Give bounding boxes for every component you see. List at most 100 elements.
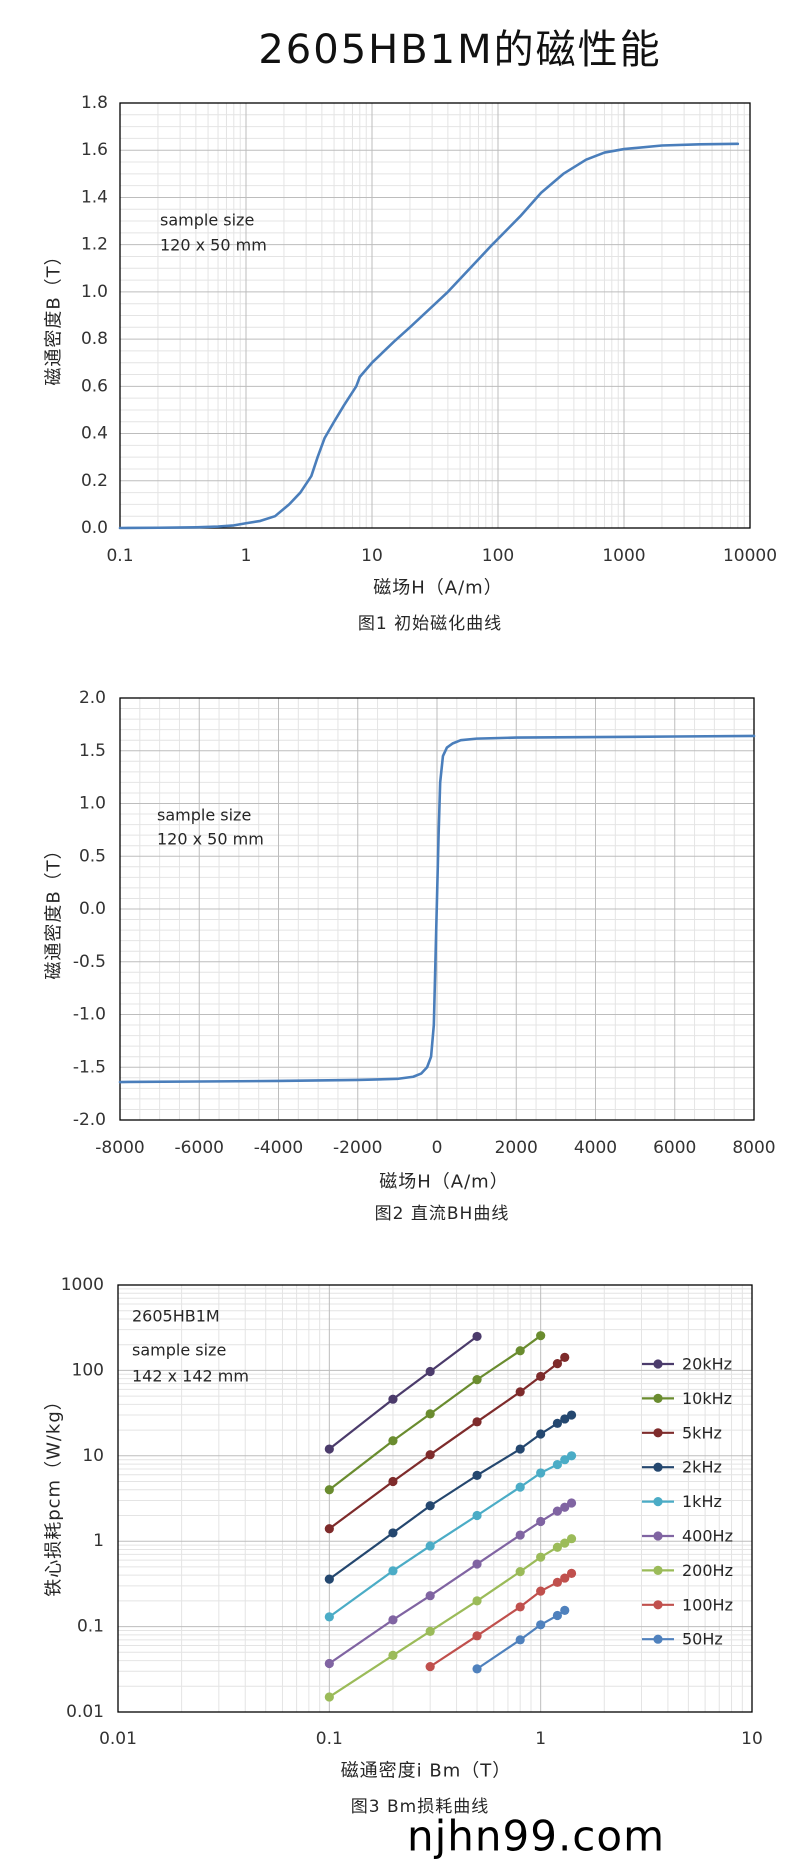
- x-tick-label: 4000: [574, 1138, 617, 1158]
- legend-marker: [653, 1531, 663, 1541]
- x-tick-label: 8000: [732, 1138, 775, 1158]
- data-point: [425, 1450, 435, 1460]
- x-tick-label: 10: [741, 1729, 763, 1749]
- legend-label: 2kHz: [682, 1458, 722, 1477]
- plot-area: 0.01 0.1 1 10 0.01 0.1 1 10 100 1000 20kHz 10kHz 5kH…: [61, 1275, 763, 1749]
- legend-label: 1kHz: [682, 1492, 722, 1511]
- y-tick-label: 2.0: [79, 688, 106, 708]
- series-group: [118, 734, 756, 1084]
- legend-marker: [653, 1462, 663, 1472]
- x-axis-title: 磁场H（A/m）: [379, 1172, 508, 1193]
- y-axis-title: 铁心损耗pcm（W/kg）: [44, 1391, 65, 1597]
- x-tick-label: 6000: [653, 1138, 696, 1158]
- legend-marker: [653, 1359, 663, 1369]
- data-point: [552, 1542, 563, 1552]
- annotation-line: 120 x 50 mm: [157, 830, 264, 849]
- data-point: [425, 1409, 435, 1419]
- plot-border: [119, 697, 755, 1121]
- data-point: [552, 1359, 563, 1369]
- figure-caption: 图3 Bm损耗曲线: [351, 1797, 489, 1817]
- data-point: [472, 1331, 482, 1342]
- data-point: [472, 1664, 482, 1674]
- legend-marker: [653, 1565, 663, 1575]
- y-tick-label: 1.5: [79, 741, 106, 761]
- data-point: [324, 1692, 334, 1702]
- legend-item: 200Hz: [642, 1561, 733, 1580]
- plot-area: -8000 -6000 -4000 -2000 0 2000 4000 6000 8000 -2.…: [73, 688, 776, 1158]
- legend-marker: [653, 1393, 663, 1403]
- y-tick-label: 0.01: [66, 1702, 104, 1722]
- data-point: [536, 1371, 546, 1382]
- y-tick-label: 0.1: [77, 1617, 104, 1637]
- data-point: [536, 1586, 546, 1596]
- legend-marker: [653, 1600, 663, 1610]
- x-tick-label: 0.01: [99, 1729, 137, 1749]
- data-point: [324, 1485, 334, 1495]
- x-tick-label: -4000: [254, 1138, 303, 1158]
- plot-area: 0.1 1 10 100 1000 10000 0.0 0.2 0.4 0.6 0.8 1.0 1.2 1…: [81, 93, 777, 566]
- legend-item: 10kHz: [642, 1389, 732, 1408]
- data-point: [388, 1566, 398, 1576]
- legend-item: 400Hz: [642, 1527, 733, 1546]
- data-point: [515, 1567, 525, 1577]
- x-tick-label: 100: [482, 546, 514, 566]
- y-tick-label: 1.4: [81, 187, 108, 207]
- y-tick-label: 0.0: [81, 518, 108, 538]
- legend-item: 2kHz: [642, 1458, 722, 1477]
- data-point: [515, 1387, 525, 1397]
- data-point: [552, 1418, 563, 1428]
- x-axis-title: 磁通密度i Bm（T）: [341, 1761, 512, 1782]
- data-point: [536, 1331, 546, 1341]
- legend-item: 100Hz: [642, 1595, 733, 1614]
- data-point: [536, 1429, 546, 1439]
- data-point: [566, 1498, 577, 1508]
- legend-item: 20kHz: [642, 1355, 732, 1374]
- data-point: [324, 1612, 334, 1622]
- data-point: [472, 1596, 482, 1606]
- data-point: [515, 1530, 525, 1540]
- data-point: [536, 1552, 546, 1562]
- data-point: [472, 1375, 482, 1385]
- legend-marker: [653, 1497, 663, 1507]
- series-group: [324, 1331, 577, 1702]
- y-tick-label: -1.0: [73, 1005, 106, 1025]
- y-tick-label: 1.2: [81, 235, 108, 255]
- data-point: [515, 1635, 525, 1645]
- legend-label: 50Hz: [682, 1630, 723, 1649]
- page-title: 2605HB1M的磁性能: [258, 27, 661, 73]
- data-point: [425, 1501, 435, 1511]
- y-tick-label: 1.0: [81, 282, 108, 302]
- data-point: [560, 1352, 570, 1362]
- y-tick-label: 0.8: [81, 329, 108, 349]
- data-point: [472, 1510, 482, 1521]
- data-point: [560, 1538, 570, 1548]
- data-point: [388, 1476, 398, 1487]
- data-point: [560, 1455, 570, 1465]
- x-tick-label: 10: [361, 546, 383, 566]
- data-point: [536, 1468, 546, 1478]
- data-point: [515, 1602, 525, 1612]
- y-tick-label: 0.4: [81, 424, 108, 444]
- legend-item: 50Hz: [642, 1630, 723, 1649]
- data-point: [425, 1626, 435, 1636]
- data-point: [566, 1451, 577, 1461]
- annotation-line: sample size: [157, 806, 251, 825]
- y-tick-label: 100: [72, 1360, 104, 1380]
- data-point: [566, 1534, 577, 1544]
- legend-label: 400Hz: [682, 1527, 733, 1546]
- chart-core-loss: 0.01 0.1 1 10 0.01 0.1 1 10 100 1000 20kHz 10kHz 5kH…: [44, 1275, 763, 1817]
- legend-label: 20kHz: [682, 1355, 732, 1374]
- x-tick-label: -2000: [333, 1138, 382, 1158]
- annotation-line: 120 x 50 mm: [160, 236, 267, 255]
- legend-item: 1kHz: [642, 1492, 722, 1511]
- plot-border: [119, 102, 751, 529]
- data-point: [472, 1417, 482, 1427]
- data-point: [425, 1366, 435, 1377]
- data-point: [552, 1577, 563, 1587]
- data-point: [324, 1658, 334, 1669]
- annotation-line: 142 x 142 mm: [132, 1367, 249, 1386]
- y-tick-label: 1.0: [79, 794, 106, 814]
- x-tick-label: 10000: [723, 546, 777, 566]
- data-point: [536, 1516, 546, 1527]
- y-tick-label: 1.6: [81, 140, 108, 160]
